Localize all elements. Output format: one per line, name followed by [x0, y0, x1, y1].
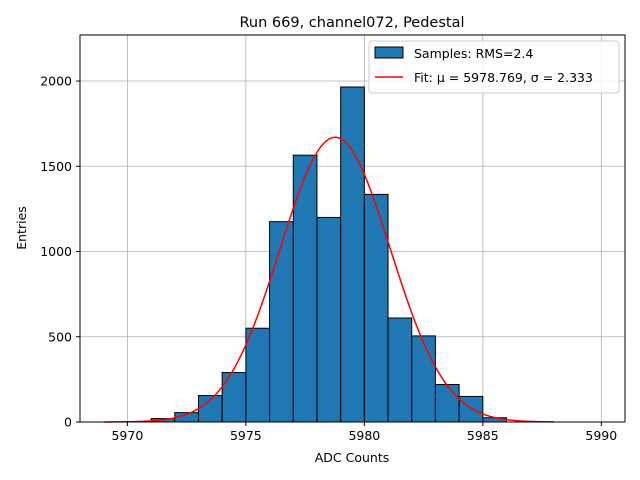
y-tick-label: 1000	[40, 244, 72, 259]
y-tick-label: 0	[64, 415, 72, 430]
y-tick-label: 2000	[40, 74, 72, 89]
histogram-bar	[269, 221, 294, 423]
legend-box	[368, 40, 620, 94]
histogram-bar	[221, 372, 247, 423]
histogram-bar	[245, 327, 271, 423]
y-axis-label: Entries	[14, 206, 29, 250]
y-tick-label: 1500	[40, 159, 72, 174]
x-tick-label: 5970	[111, 428, 143, 443]
legend-samples-label: Samples: RMS=2.4	[414, 46, 533, 61]
x-tick-label: 5975	[230, 428, 262, 443]
legend: Samples: RMS=2.4 Fit: μ = 5978.769, σ = …	[368, 40, 620, 94]
histogram-bar	[316, 216, 342, 423]
histogram-bar	[340, 86, 365, 423]
histogram-bar	[387, 317, 413, 423]
plot-frame	[79, 34, 626, 423]
histogram-bar	[292, 154, 318, 423]
histogram-bars	[150, 86, 508, 423]
fit-curve	[103, 136, 554, 423]
legend-fit-label: Fit: μ = 5978.769, σ = 2.333	[414, 70, 593, 85]
histogram-bar	[434, 383, 460, 423]
x-tick-label: 5980	[348, 428, 380, 443]
x-axis-ticks: 5970 5975 5980 5985 5990	[111, 422, 617, 443]
x-tick-label: 5985	[467, 428, 499, 443]
x-tick-label: 5990	[585, 428, 617, 443]
legend-samples-swatch	[374, 46, 404, 59]
x-axis-label: ADC Counts	[315, 450, 390, 465]
chart-title: Run 669, channel072, Pedestal	[239, 15, 464, 31]
histogram-bar	[458, 395, 484, 423]
histogram-bar	[411, 335, 436, 423]
y-tick-label: 500	[48, 329, 72, 344]
y-axis-ticks: 0 500 1000 1500 2000	[40, 74, 80, 430]
